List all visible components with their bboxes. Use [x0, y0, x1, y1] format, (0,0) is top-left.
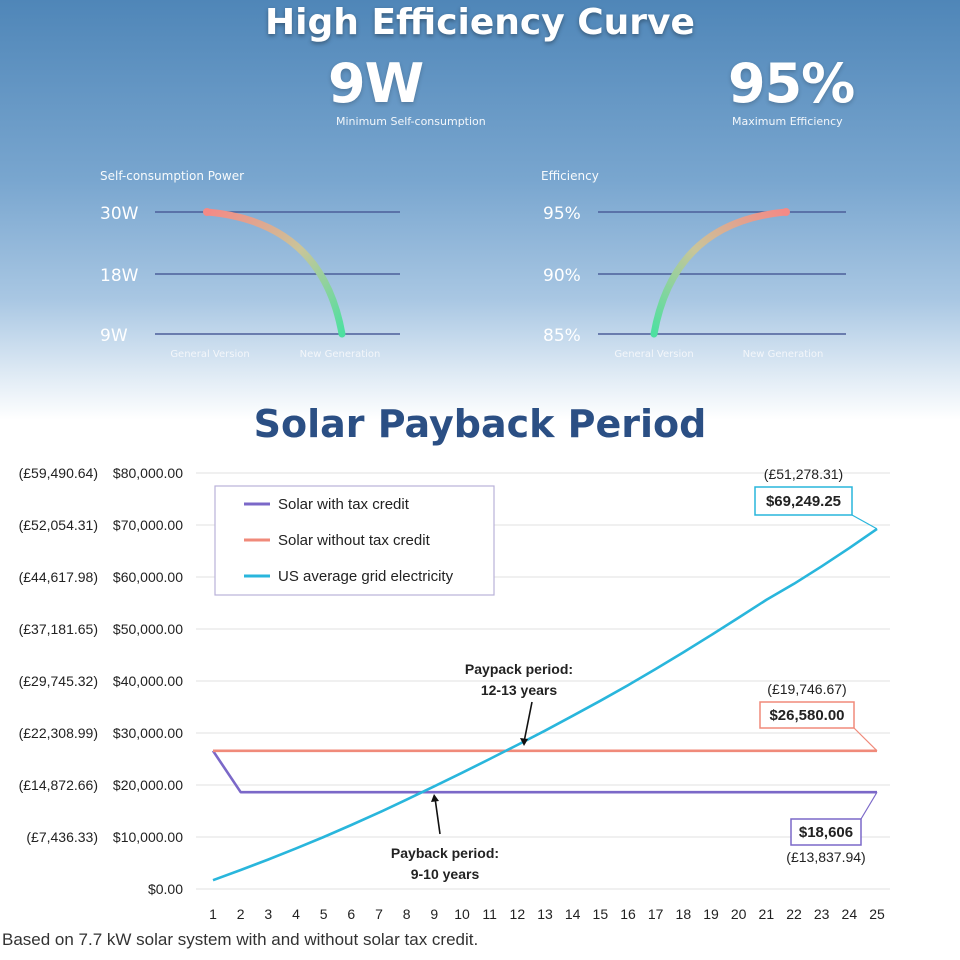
y-tick-gbp-label: (£44,617.98) — [19, 569, 98, 585]
y-tick-gbp-label: (£7,436.33) — [26, 829, 98, 845]
mini-x-label: New Generation — [300, 349, 381, 360]
x-tick-label: 25 — [869, 906, 885, 922]
page-title: High Efficiency Curve — [265, 2, 695, 43]
y-tick-gbp-label: (£14,872.66) — [19, 777, 98, 793]
payback-arrowhead — [520, 738, 528, 746]
mini-curve-endpoint — [782, 208, 790, 216]
y-tick-label: $60,000.00 — [113, 569, 183, 585]
callout-gbp: (£51,278.31) — [764, 466, 843, 482]
legend-label: Solar with tax credit — [278, 496, 410, 513]
y-tick-label: $0.00 — [148, 881, 183, 897]
x-tick-label: 4 — [292, 906, 300, 922]
payback-arrow — [523, 701, 533, 743]
series-line-2 — [212, 527, 878, 882]
x-tick-label: 24 — [842, 906, 858, 922]
series-line-0 — [211, 750, 877, 794]
x-tick-label: 13 — [537, 906, 553, 922]
mini-y-tick: 85% — [543, 326, 581, 346]
payback-label-with-credit: 9-10 years — [411, 866, 480, 882]
y-tick-label: $80,000.00 — [113, 465, 183, 481]
mini-x-label: General Version — [614, 349, 693, 360]
payback-label-no-credit: Paypack period: — [465, 661, 573, 677]
x-tick-label: 22 — [786, 906, 802, 922]
x-tick-label: 7 — [375, 906, 383, 922]
x-tick-label: 5 — [320, 906, 328, 922]
mini-y-tick: 95% — [543, 204, 581, 224]
callout-leader — [860, 791, 878, 820]
x-tick-label: 20 — [731, 906, 747, 922]
callout-value: $69,249.25 — [766, 493, 841, 510]
payback-arrowhead — [431, 794, 439, 802]
x-tick-label: 6 — [347, 906, 355, 922]
mini-curve — [203, 208, 346, 338]
callout-leader — [851, 514, 878, 530]
efficiency-chart-title: Efficiency — [541, 169, 599, 183]
y-tick-gbp-label: (£22,308.99) — [19, 725, 98, 741]
callout-box — [790, 818, 862, 846]
payback-arrow — [434, 797, 441, 835]
legend-label: US average grid electricity — [278, 568, 454, 585]
mini-y-tick: 9W — [100, 326, 128, 346]
callout-gbp: (£13,837.94) — [786, 849, 865, 865]
mini-curve — [650, 208, 790, 338]
y-tick-label: $50,000.00 — [113, 621, 183, 637]
self-consumption-chart-title: Self-consumption Power — [100, 169, 245, 183]
x-tick-label: 17 — [648, 906, 664, 922]
y-tick-label: $40,000.00 — [113, 673, 183, 689]
payback-label-no-credit: 12-13 years — [481, 682, 558, 698]
max-efficiency-caption: Maximum Efficiency — [732, 115, 843, 128]
mini-y-tick: 30W — [100, 204, 139, 224]
payback-chart-title: Solar Payback Period — [253, 402, 707, 446]
payback-chart: $0.00 $10,000.00 (£7,436.33) $20,000.00 (£14… — [19, 465, 890, 922]
y-tick-label: $10,000.00 — [113, 829, 183, 845]
efficiency-curve-charts: 30W 18W 9W General Version New Generation 95… — [100, 204, 846, 360]
x-tick-label: 21 — [759, 906, 775, 922]
callout-value: $26,580.00 — [769, 707, 844, 724]
mini-x-label: New Generation — [743, 349, 824, 360]
legend-label: Solar without tax credit — [278, 532, 431, 549]
y-tick-label: $30,000.00 — [113, 725, 183, 741]
mini-y-tick: 90% — [543, 266, 581, 286]
x-tick-label: 3 — [264, 906, 272, 922]
x-tick-label: 1 — [209, 906, 217, 922]
callout-gbp: (£19,746.67) — [767, 681, 846, 697]
y-tick-gbp-label: (£37,181.65) — [19, 621, 98, 637]
x-tick-label: 8 — [403, 906, 411, 922]
y-tick-gbp-label: (£29,745.32) — [19, 673, 98, 689]
callout-box — [754, 486, 853, 516]
footnote: Based on 7.7 kW solar system with and wi… — [2, 930, 479, 949]
payback-label-with-credit: Payback period: — [391, 845, 499, 861]
mini-y-tick: 18W — [100, 266, 139, 286]
x-tick-label: 23 — [814, 906, 830, 922]
y-tick-label: $70,000.00 — [113, 517, 183, 533]
x-tick-label: 19 — [703, 906, 719, 922]
mini-x-label: General Version — [170, 349, 249, 360]
callout-value: $18,606 — [799, 824, 853, 841]
y-tick-gbp-label: (£52,054.31) — [19, 517, 98, 533]
y-tick-gbp-label: (£59,490.64) — [19, 465, 98, 481]
callout-leader — [853, 727, 878, 752]
x-tick-label: 9 — [430, 906, 438, 922]
x-tick-label: 15 — [593, 906, 609, 922]
x-tick-label: 11 — [482, 906, 497, 922]
min-self-consumption-value: 9W — [328, 52, 424, 115]
x-tick-label: 16 — [620, 906, 636, 922]
x-tick-label: 14 — [565, 906, 581, 922]
callout-box — [759, 701, 855, 729]
max-efficiency-value: 95% — [728, 52, 855, 115]
x-tick-label: 18 — [676, 906, 692, 922]
x-tick-label: 2 — [237, 906, 245, 922]
mini-curve-endpoint — [203, 208, 211, 216]
min-self-consumption-caption: Minimum Self-consumption — [336, 115, 486, 128]
x-tick-label: 12 — [510, 906, 526, 922]
y-tick-label: $20,000.00 — [113, 777, 183, 793]
x-tick-label: 10 — [454, 906, 470, 922]
